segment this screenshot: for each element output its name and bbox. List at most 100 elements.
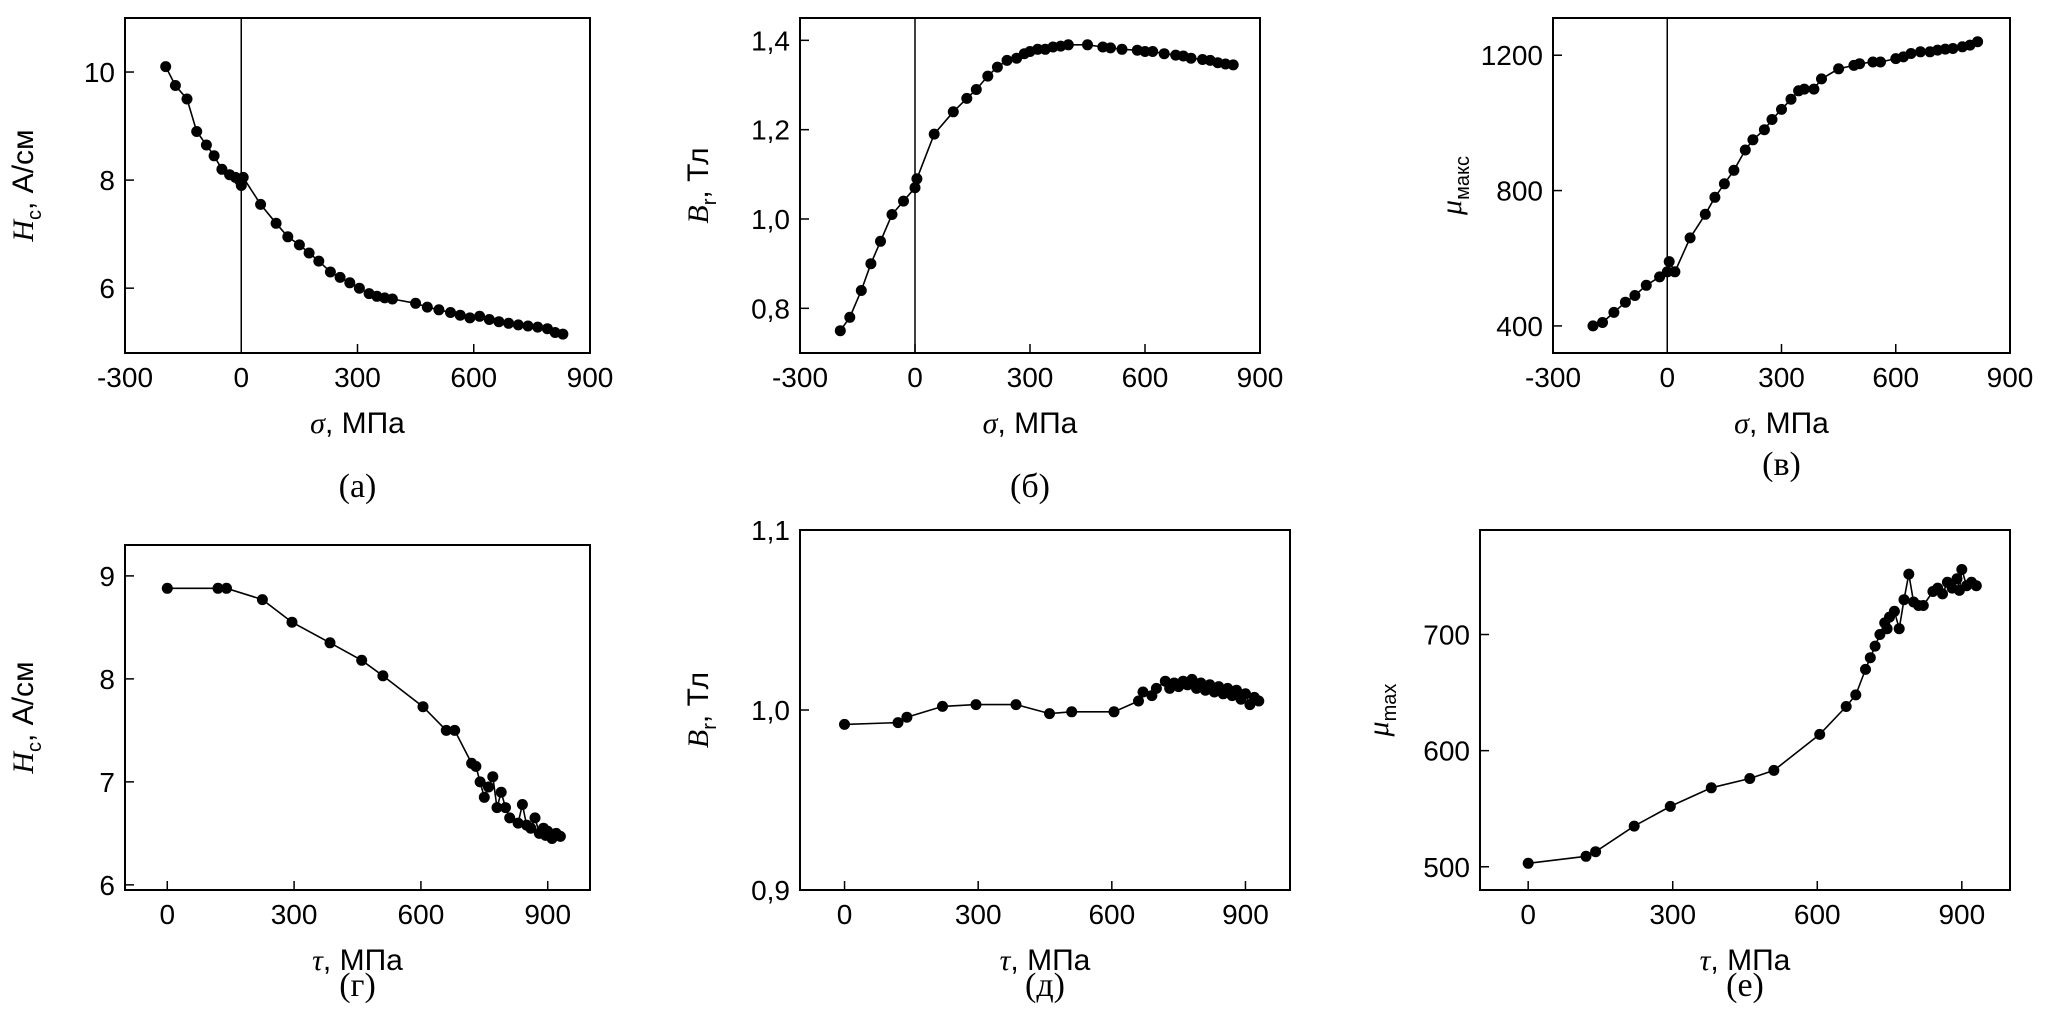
panel-caption: (д) — [1025, 967, 1065, 1004]
data-point — [1898, 594, 1910, 606]
data-point — [554, 830, 566, 842]
data-point — [478, 791, 490, 803]
data-point — [200, 139, 212, 151]
chart-panel-b: -300 0 300 600 900 0,8 1,0 1,2 1,4 σ, МПа Br, Тл (б… — [682, 17, 1284, 505]
data-point — [839, 718, 850, 730]
data-point — [1881, 623, 1893, 635]
x-axis-label: τ, МПа — [1000, 944, 1091, 977]
data-point — [454, 309, 466, 321]
data-point — [1597, 317, 1608, 328]
data-point — [1840, 701, 1852, 712]
x-tick-label: 600 — [398, 899, 445, 930]
y-axis-label: Hc, А/см — [7, 661, 46, 774]
x-tick-label: 900 — [1237, 362, 1284, 393]
data-point — [1768, 764, 1780, 776]
data-point — [169, 80, 181, 91]
data-point — [901, 711, 913, 723]
data-point — [1227, 59, 1239, 71]
y-tick-label: 0,9 — [751, 875, 790, 906]
data-point — [1066, 706, 1078, 718]
x-axis-unit: , МПа — [1749, 407, 1829, 440]
data-point — [208, 150, 220, 162]
y-axis-unit: , Тл — [682, 147, 715, 198]
y-axis-label: Br, Тл — [682, 147, 721, 223]
data-point — [221, 582, 232, 594]
data-point — [1970, 580, 1982, 592]
data-point — [286, 616, 298, 628]
data-point — [1917, 600, 1929, 611]
data-point — [500, 802, 511, 814]
x-axis-symbol: σ — [310, 407, 326, 440]
x-tick-label: 300 — [1007, 362, 1054, 393]
y-axis-label: Br, Тл — [682, 672, 721, 748]
panel-caption: (в) — [1762, 446, 1801, 483]
data-point — [970, 699, 982, 711]
data-point — [1864, 652, 1876, 664]
x-axis-label: τ, МПа — [312, 944, 403, 977]
data-point — [1062, 39, 1074, 51]
data-point — [982, 70, 994, 82]
data-point — [313, 255, 325, 267]
data-point — [525, 822, 537, 834]
data-point — [1776, 103, 1787, 115]
data-point — [160, 61, 172, 73]
y-axis-subscript: r — [699, 723, 721, 730]
y-axis-symbol: H — [7, 218, 40, 243]
y-tick-label: 8 — [99, 664, 115, 695]
data-point — [181, 93, 193, 105]
data-point — [1947, 43, 1959, 54]
data-point — [1728, 164, 1740, 176]
series-line — [839, 43, 1234, 332]
data-point — [532, 321, 544, 333]
y-axis-label: μmax — [1362, 684, 1401, 738]
x-tick-label: 600 — [450, 362, 497, 393]
chart-panel-c: -300 0 300 600 900 400 800 1200 σ, МПа μмакс (в) — [1435, 17, 2033, 483]
y-tick-label: 400 — [1496, 311, 1543, 342]
data-point — [886, 209, 898, 220]
data-point — [474, 776, 486, 788]
data-point — [1833, 63, 1845, 75]
y-axis-unit: , А/см — [7, 129, 40, 210]
y-axis-symbol: B — [682, 730, 715, 748]
y-axis-subscript: r — [699, 198, 721, 205]
panel-caption: (а) — [339, 468, 377, 505]
data-point — [834, 325, 846, 337]
x-tick-label: 900 — [567, 362, 614, 393]
data-point — [1185, 52, 1197, 64]
data-point — [1875, 56, 1886, 68]
data-point — [212, 582, 224, 594]
data-point — [1869, 640, 1881, 652]
data-point — [1664, 800, 1676, 812]
data-point — [1158, 48, 1170, 60]
chart-panel-e: 0 300 600 900 0,9 1,0 1,1 τ, МПа Br, Тл (д) — [682, 515, 1291, 1004]
data-point — [557, 328, 569, 340]
plot-frame — [124, 544, 591, 891]
data-point — [1105, 42, 1116, 54]
data-point — [487, 771, 499, 783]
x-axis-label: σ, МПа — [983, 407, 1078, 440]
y-tick-label: 7 — [99, 767, 115, 798]
data-point — [1798, 83, 1810, 95]
data-point — [928, 128, 940, 140]
y-tick-label: 9 — [99, 561, 115, 592]
data-point — [483, 781, 494, 793]
x-tick-label: 300 — [1758, 362, 1805, 393]
data-point — [1032, 43, 1044, 55]
data-point — [1951, 573, 1963, 585]
data-point — [1522, 857, 1534, 869]
x-axis-label: σ, МПа — [310, 407, 405, 440]
data-point — [344, 277, 356, 289]
data-point — [892, 717, 904, 729]
x-axis-symbol: τ — [1700, 944, 1712, 977]
chart-panel-a: -300 0 300 600 900 6 8 10 σ, МПа Hc, А/см (а) — [7, 17, 614, 505]
data-point — [1956, 564, 1968, 575]
x-tick-label: 300 — [334, 362, 381, 393]
x-axis-unit: , МПа — [323, 944, 403, 977]
data-point — [464, 312, 476, 324]
y-tick-label: 500 — [1423, 852, 1470, 883]
data-point — [1718, 178, 1730, 190]
x-tick-label: 900 — [524, 899, 571, 930]
y-tick-label: 10 — [84, 57, 115, 88]
data-point — [493, 316, 505, 328]
